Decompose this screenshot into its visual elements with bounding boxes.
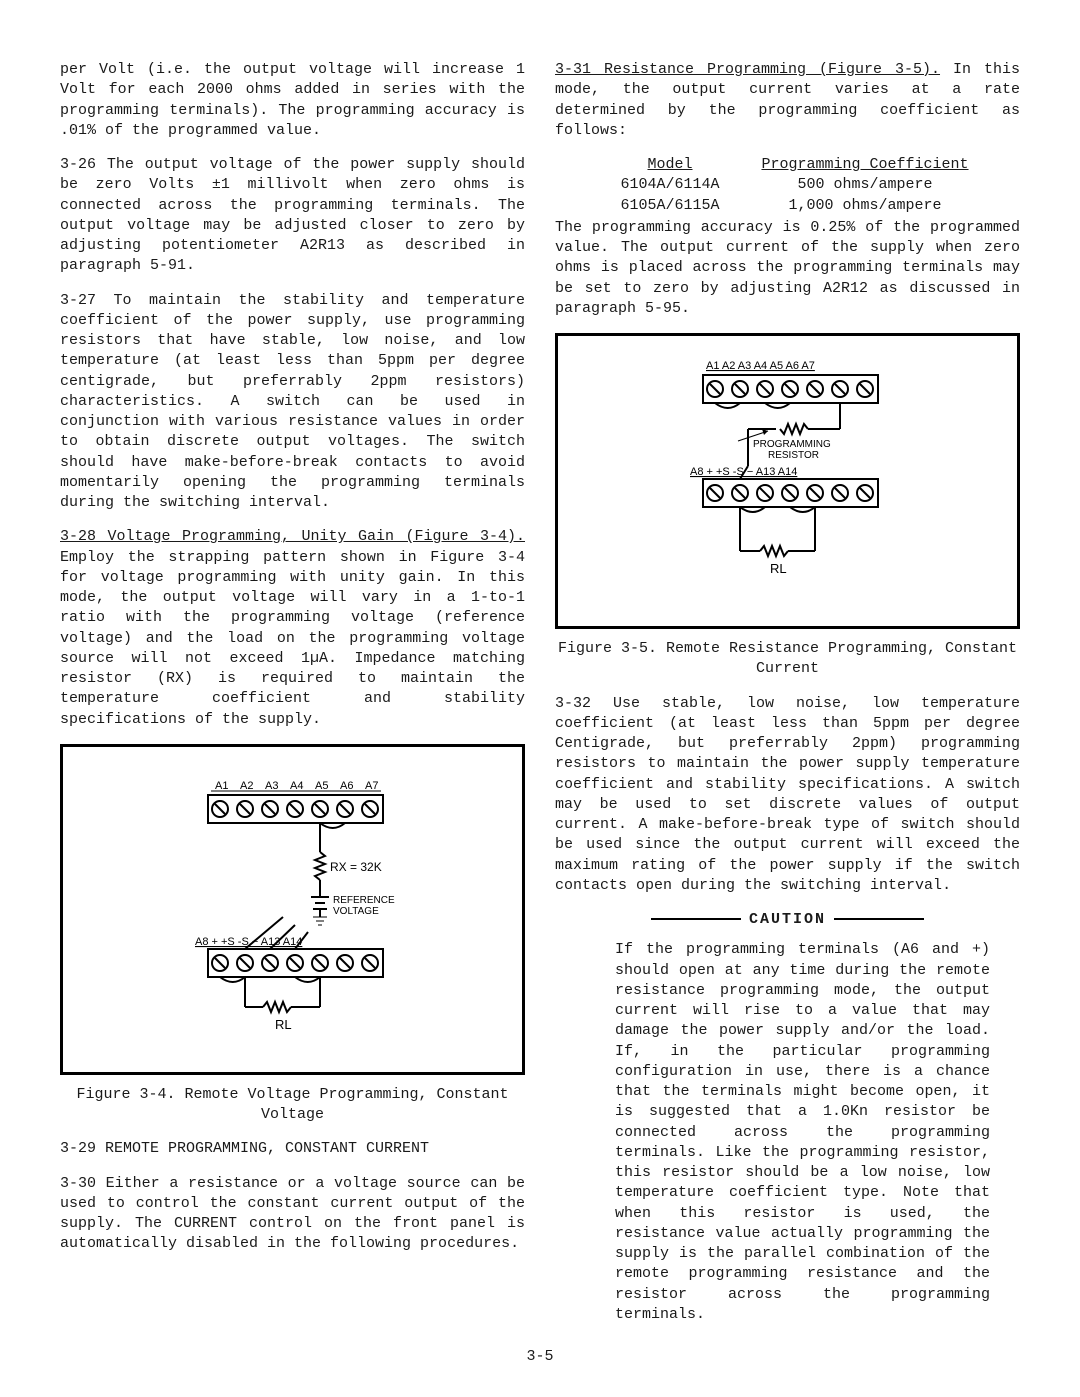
svg-text:VOLTAGE: VOLTAGE <box>333 906 379 917</box>
para-3-31-body-b: The programming accuracy is 0.25% of the… <box>555 218 1020 319</box>
fig35-rl: RL <box>770 561 787 576</box>
figure-3-5-svg: A1 A2 A3 A4 A5 A6 A7 PROGRAMMING RESISTO… <box>638 351 938 611</box>
para-3-32: 3-32 Use stable, low noise, low temperat… <box>555 694 1020 897</box>
para-3-28-head: 3-28 Voltage Programming, Unity Gain (Fi… <box>60 528 525 545</box>
fig34-rx: RX = 32K <box>330 860 382 874</box>
svg-text:A4: A4 <box>290 780 303 792</box>
figure-3-4-box: A1 A2 A3 A4 A5 A6 A7 RX = 32K <box>60 744 525 1075</box>
svg-text:A3: A3 <box>265 780 278 792</box>
figure-3-5-box: A1 A2 A3 A4 A5 A6 A7 PROGRAMMING RESISTO… <box>555 333 1020 629</box>
table-row-model: 6104A/6114A <box>595 175 745 195</box>
para-3-30: 3-30 Either a resistance or a voltage so… <box>60 1174 525 1255</box>
svg-text:RESISTOR: RESISTOR <box>768 450 819 461</box>
table-row-coef: 1,000 ohms/ampere <box>745 196 985 216</box>
svg-text:A5: A5 <box>315 780 328 792</box>
svg-text:A8 + +S -S − A13: A8 + +S -S − A13 A14 <box>690 466 797 478</box>
svg-text:A1 A2 A3 A4 A5 A6 A7: A1 A2 A3 A4 A5 A6 A7 <box>706 360 815 372</box>
svg-text:PROGRAMMING: PROGRAMMING <box>753 439 831 450</box>
figure-3-5-caption: Figure 3-5. Remote Resistance Programmin… <box>555 639 1020 680</box>
fig34-a1: A1 <box>215 780 228 792</box>
figure-3-4-svg: A1 A2 A3 A4 A5 A6 A7 RX = 32K <box>133 767 453 1057</box>
table-row-coef: 500 ohms/ampere <box>745 175 985 195</box>
para-3-27: 3-27 To maintain the stability and tempe… <box>60 291 525 514</box>
para-3-31-head: 3-31 Resistance Programming (Figure 3-5)… <box>555 61 940 78</box>
table-head-model: Model <box>595 155 745 175</box>
svg-text:REFERENCE: REFERENCE <box>333 895 395 906</box>
coefficient-table: Model Programming Coefficient 6104A/6114… <box>595 155 1020 216</box>
fig34-rl: RL <box>275 1017 292 1032</box>
caution-text: If the programming terminals (A6 and +) … <box>555 940 1020 1325</box>
para-3-26: 3-26 The output voltage of the power sup… <box>60 155 525 277</box>
para-3-28: 3-28 Voltage Programming, Unity Gain (Fi… <box>60 527 525 730</box>
para-3-31: 3-31 Resistance Programming (Figure 3-5)… <box>555 60 1020 141</box>
para-3-25-cont: per Volt (i.e. the output voltage will i… <box>60 60 525 141</box>
heading-3-29: 3-29 REMOTE PROGRAMMING, CONSTANT CURREN… <box>60 1139 525 1159</box>
svg-text:A2: A2 <box>240 780 253 792</box>
figure-3-4-caption: Figure 3-4. Remote Voltage Programming, … <box>60 1085 525 1126</box>
svg-text:A6: A6 <box>340 780 353 792</box>
svg-text:A7: A7 <box>365 780 378 792</box>
para-3-28-body: Employ the strapping pattern shown in Fi… <box>60 549 525 728</box>
page-number: 3-5 <box>526 1347 553 1367</box>
table-row-model: 6105A/6115A <box>595 196 745 216</box>
table-head-coef: Programming Coefficient <box>745 155 985 175</box>
caution-heading: CAUTION <box>555 910 1020 930</box>
